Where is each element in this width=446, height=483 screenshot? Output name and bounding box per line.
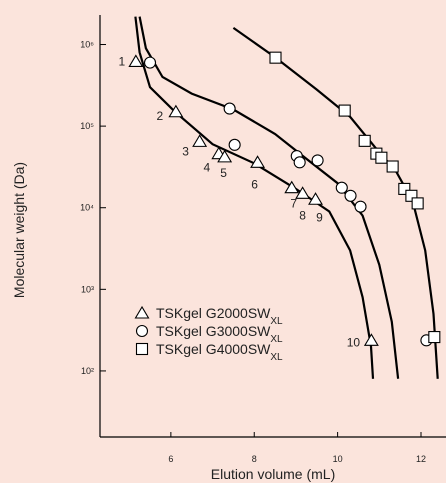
data-point xyxy=(311,154,324,167)
legend-label: TSKgel G4000SWXL xyxy=(156,341,283,363)
data-point xyxy=(284,180,300,194)
data-point xyxy=(295,186,311,199)
data-point xyxy=(335,181,348,194)
y-tick-label: 10⁶ xyxy=(80,40,94,50)
point-label: 7 xyxy=(290,197,297,211)
x-tick-label: 6 xyxy=(168,454,173,464)
point-label: 4 xyxy=(203,161,210,175)
data-point xyxy=(375,151,388,164)
data-point xyxy=(411,197,424,210)
data-point xyxy=(354,200,367,213)
y-tick-label: 10³ xyxy=(81,284,94,294)
y-tick-label: 10² xyxy=(81,366,94,376)
data-point xyxy=(428,331,441,344)
x-tick-label: 10 xyxy=(333,454,343,464)
data-point xyxy=(250,155,266,168)
data-point xyxy=(192,134,208,147)
data-point xyxy=(344,189,357,202)
x-tick-label: 12 xyxy=(416,454,426,464)
y-axis-title: Molecular weight (Da) xyxy=(11,162,27,298)
x-axis-title: Elution volume (mL) xyxy=(211,466,336,482)
y-tick-label: 10⁵ xyxy=(80,121,94,131)
point-label: 10 xyxy=(347,335,361,349)
fit-curve xyxy=(138,16,400,379)
data-point xyxy=(308,192,323,205)
point-label: 3 xyxy=(182,144,189,158)
data-point xyxy=(363,333,379,346)
data-point xyxy=(128,54,144,68)
x-tick-label: 8 xyxy=(252,454,257,464)
point-label: 9 xyxy=(316,210,323,224)
data-point xyxy=(223,102,236,115)
data-point xyxy=(358,134,371,147)
point-label: 6 xyxy=(251,177,258,191)
point-label: 5 xyxy=(220,166,227,180)
data-point xyxy=(168,104,184,118)
point-label: 8 xyxy=(299,208,306,222)
data-point xyxy=(293,156,306,169)
data-point xyxy=(143,56,157,69)
data-point xyxy=(217,149,233,163)
y-tick-label: 10⁴ xyxy=(80,203,94,213)
fit-curve xyxy=(134,16,375,379)
data-point xyxy=(228,138,241,151)
data-point xyxy=(386,160,399,173)
data-point xyxy=(338,104,351,117)
legend-marker xyxy=(135,324,149,338)
data-point xyxy=(398,182,411,195)
data-point xyxy=(269,51,282,64)
legend-marker xyxy=(134,305,150,319)
data-point xyxy=(405,189,418,202)
point-label: 2 xyxy=(157,109,164,123)
point-label: 1 xyxy=(119,54,126,68)
legend-marker xyxy=(135,342,149,356)
